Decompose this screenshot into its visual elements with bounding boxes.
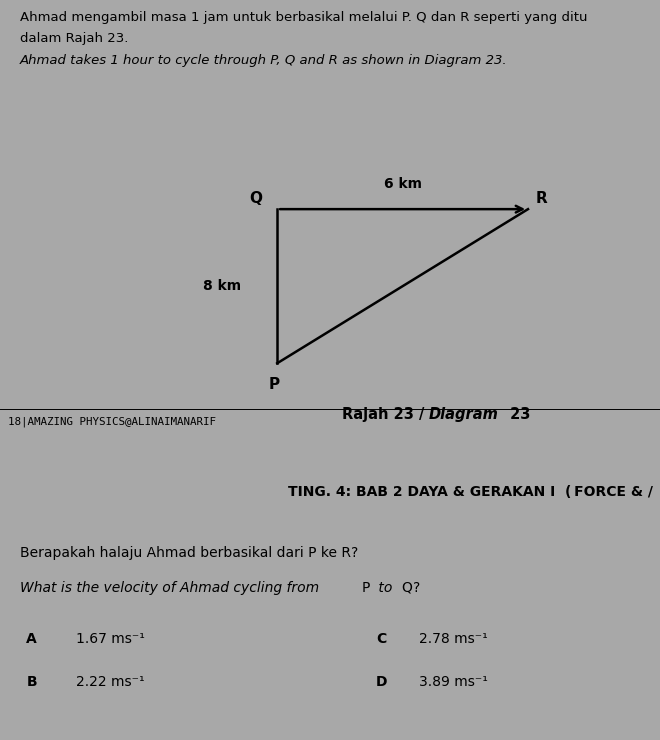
Text: Q: Q	[249, 191, 263, 206]
Text: P: P	[362, 581, 370, 595]
Text: 8 km: 8 km	[203, 279, 241, 293]
Text: R: R	[536, 191, 548, 206]
Text: ?: ?	[412, 581, 420, 595]
Text: P: P	[269, 377, 279, 392]
Text: to: to	[374, 581, 397, 595]
Text: Q: Q	[401, 581, 412, 595]
Text: 2.22 ms⁻¹: 2.22 ms⁻¹	[76, 675, 145, 689]
Text: dalam Rajah 23.: dalam Rajah 23.	[20, 32, 128, 44]
Text: 23: 23	[505, 407, 530, 423]
Text: 2.78 ms⁻¹: 2.78 ms⁻¹	[419, 632, 488, 646]
Text: 18|AMAZING PHYSICS@ALINAIMANARIF: 18|AMAZING PHYSICS@ALINAIMANARIF	[8, 416, 216, 426]
Text: B: B	[26, 675, 37, 689]
Text: 6 km: 6 km	[383, 177, 422, 191]
Text: 3.89 ms⁻¹: 3.89 ms⁻¹	[419, 675, 488, 689]
Text: Ahmad takes 1 hour to cycle through P, Q and R as shown in Diagram 23.: Ahmad takes 1 hour to cycle through P, Q…	[20, 54, 508, 67]
Text: Berapakah halaju Ahmad berbasikal dari P ke R?: Berapakah halaju Ahmad berbasikal dari P…	[20, 545, 358, 559]
Text: 1.67 ms⁻¹: 1.67 ms⁻¹	[76, 632, 145, 646]
Text: A: A	[26, 632, 37, 646]
Text: Ahmad mengambil masa 1 jam untuk berbasikal melalui P. Q dan R seperti yang ditu: Ahmad mengambil masa 1 jam untuk berbasi…	[20, 11, 587, 24]
Text: TING. 4: BAB 2 DAYA & GERAKAN I  ( FORCE & /: TING. 4: BAB 2 DAYA & GERAKAN I ( FORCE …	[288, 485, 653, 499]
Text: C: C	[376, 632, 387, 646]
Text: Rajah 23 /: Rajah 23 /	[341, 407, 429, 423]
Text: Diagram: Diagram	[429, 407, 499, 423]
Text: D: D	[376, 675, 387, 689]
Text: What is the velocity of Ahmad cycling from: What is the velocity of Ahmad cycling fr…	[20, 581, 323, 595]
